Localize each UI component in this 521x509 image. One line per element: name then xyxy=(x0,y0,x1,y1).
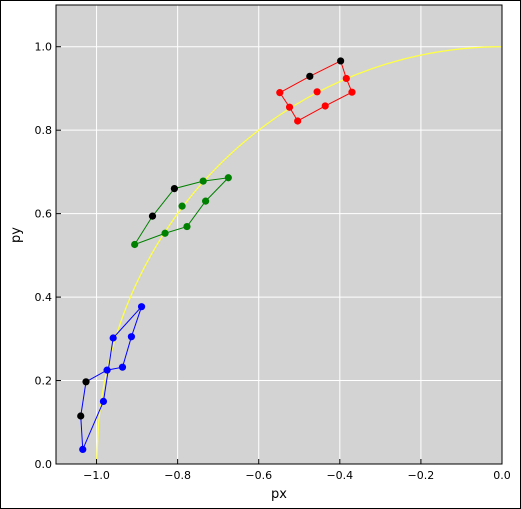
data-point xyxy=(183,222,191,231)
data-point xyxy=(127,333,136,341)
y-tick-label: 0.6 xyxy=(35,208,53,221)
series-0 xyxy=(77,303,146,453)
data-point-black xyxy=(170,185,178,193)
data-point xyxy=(137,303,146,311)
data-point xyxy=(276,89,284,97)
data-point xyxy=(285,103,294,111)
y-axis-label: py xyxy=(9,227,24,243)
y-tick-label: 0.0 xyxy=(35,458,53,471)
data-point xyxy=(202,197,210,205)
data-point xyxy=(342,74,350,83)
data-point-black xyxy=(77,412,85,420)
data-point xyxy=(103,366,111,374)
x-tick-label: −0.2 xyxy=(408,469,435,482)
series-group xyxy=(77,57,356,453)
x-axis-label: px xyxy=(271,487,287,502)
data-point xyxy=(313,88,321,96)
data-point xyxy=(224,174,232,182)
y-tick-label: 0.2 xyxy=(35,375,53,388)
x-tick-label: −1.0 xyxy=(83,469,110,482)
y-tick-label: 0.8 xyxy=(35,124,53,137)
data-point xyxy=(118,363,127,371)
x-tick-label: −0.6 xyxy=(245,469,272,482)
data-point-black xyxy=(306,72,314,80)
series-1 xyxy=(131,174,232,249)
data-point-black xyxy=(148,212,157,220)
data-point xyxy=(321,102,329,110)
data-point xyxy=(79,445,87,453)
data-point xyxy=(178,202,186,210)
data-point xyxy=(294,117,302,125)
series-2 xyxy=(276,57,356,125)
data-point xyxy=(199,177,207,185)
plot-border xyxy=(55,4,503,465)
y-tick-label: 1.0 xyxy=(35,41,53,54)
data-point-black xyxy=(82,378,90,386)
x-tick-label: −0.8 xyxy=(164,469,191,482)
plot-area xyxy=(56,5,502,464)
axis-ticks: −1.0 −0.8 −0.6 −0.4 −0.2 0.0 0.0 0.2 0.4 0.6 0.8 1.… xyxy=(35,41,511,482)
data-point xyxy=(348,88,356,96)
y-tick-label: 0.4 xyxy=(35,291,53,304)
data-point xyxy=(109,334,117,342)
data-point xyxy=(99,397,108,406)
data-point xyxy=(131,240,139,249)
x-tick-label: 0.0 xyxy=(493,469,511,482)
data-point-black xyxy=(337,57,345,65)
data-point xyxy=(161,229,169,237)
x-tick-label: −0.4 xyxy=(326,469,353,482)
